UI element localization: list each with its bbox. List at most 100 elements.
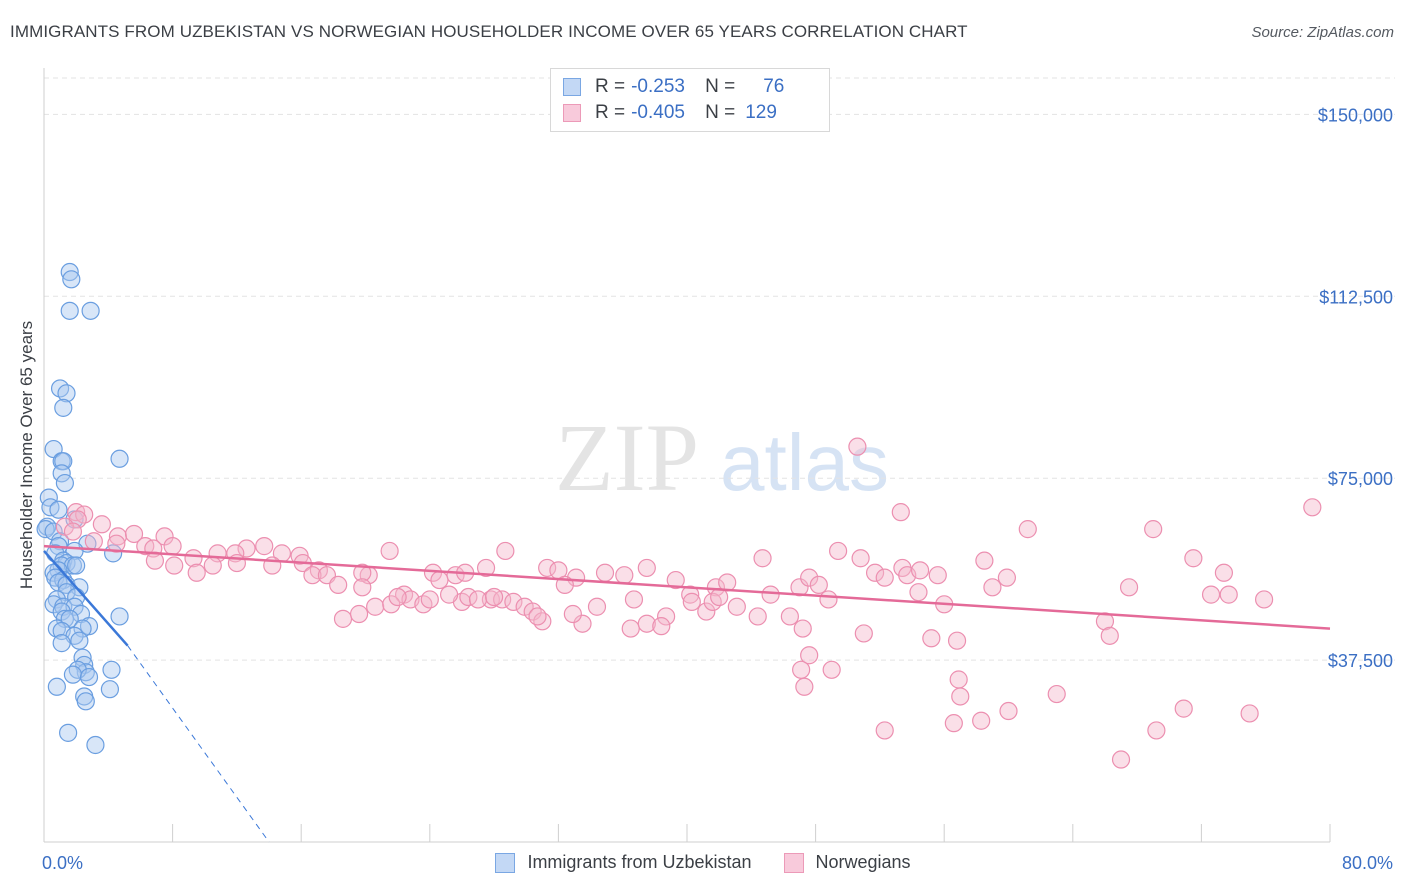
data-point-uzbekistan [70,631,89,650]
data-point-norwegians [1214,563,1234,582]
legend-r-label: R = [595,102,626,123]
data-point-norwegians [947,631,967,650]
data-point-norwegians [795,677,814,696]
y-tick-label: $75,000 [1328,469,1393,489]
data-point-norwegians [203,556,222,575]
data-point-norwegians [566,568,586,587]
watermark-atlas: atlas [720,418,889,507]
data-point-norwegians [792,660,811,679]
data-point-norwegians [891,503,910,522]
data-point-norwegians [666,570,685,590]
data-point-norwegians [349,604,369,624]
data-point-norwegians [1201,585,1221,604]
data-point-uzbekistan [110,449,129,468]
data-point-norwegians [1147,721,1166,740]
data-point-norwegians [366,597,385,616]
data-point-norwegians [1018,520,1037,539]
data-point-uzbekistan [67,556,86,575]
data-point-norwegians [1219,585,1238,604]
source-label: Source: ZipAtlas.com [1251,24,1394,41]
legend-swatch-pink [783,852,804,873]
legend-n-label: N = [705,102,736,123]
data-point-uzbekistan [110,607,129,626]
data-point-norwegians [865,563,885,582]
data-point-norwegians [468,590,488,609]
data-point-uzbekistan [57,384,76,403]
data-point-norwegians [528,607,547,626]
data-point-uzbekistan [60,262,79,282]
legend-swatch-blue [563,78,581,96]
data-point-norwegians [420,590,439,609]
data-point-uzbekistan [47,677,66,696]
data-point-uzbekistan [52,464,71,483]
data-point-norwegians [124,524,144,544]
axes [43,68,1331,843]
legend-item-uzbekistan: Immigrants from Uzbekistan [495,852,752,873]
data-point-norwegians [800,646,819,665]
data-point-norwegians [780,607,799,626]
data-point-norwegians [615,566,634,585]
legend-r-value: -0.253 [631,76,685,97]
data-point-norwegians [851,549,870,568]
data-point-norwegians [657,607,676,626]
data-point-norwegians [972,711,991,730]
data-point-norwegians [439,585,459,604]
data-point-norwegians [496,541,515,561]
data-point-norwegians [380,541,399,561]
data-point-norwegians [587,597,607,616]
x-tick-labels: 0.0% 80.0% [42,853,1393,873]
data-point-uzbekistan [55,473,74,493]
data-point-norwegians [928,566,947,585]
data-point-uzbekistan [102,660,121,679]
data-point-norwegians [854,624,873,643]
data-point-norwegians [1111,750,1131,769]
data-point-norwegians [822,660,841,679]
data-point-uzbekistan [81,301,100,320]
series-legend: Immigrants from Uzbekistan Norwegians [0,852,1406,873]
data-point-norwegians [983,578,1002,597]
trend-lines [43,544,1331,843]
data-point-norwegians [652,617,671,636]
legend-swatch-pink [563,104,581,122]
chart-title: IMMIGRANTS FROM UZBEKISTAN VS NORWEGIAN … [10,22,968,41]
data-point-uzbekistan [44,522,63,541]
data-point-norwegians [748,607,767,626]
data-point-norwegians [829,541,848,561]
data-point-norwegians [681,585,700,604]
y-tick-label: $112,500 [1319,287,1393,307]
trend-line-uzbekistan-extension [127,645,270,843]
data-point-norwegians [107,534,126,553]
data-point-uzbekistan [57,583,76,602]
data-point-norwegians [793,619,812,638]
legend-row-uzbekistan: R = -0.253 N = 76 [563,75,784,99]
data-point-norwegians [975,551,994,570]
data-point-norwegians [624,590,644,609]
data-point-norwegians [951,687,970,706]
data-point-norwegians [538,558,557,578]
watermark-zip: ZIP [555,404,699,511]
legend-r-label: R = [595,76,626,97]
data-point-norwegians [997,568,1016,587]
y-tick-label: $150,000 [1318,105,1393,125]
data-point-norwegians [682,592,701,611]
data-point-uzbekistan [59,723,78,742]
data-point-norwegians [819,590,838,609]
data-point-norwegians [761,585,780,604]
data-point-norwegians [875,721,894,740]
y-tick-label: $37,500 [1328,651,1393,671]
data-point-uzbekistan [60,301,79,320]
x-tick-label-max: 80.0% [1342,853,1393,873]
data-point-norwegians [637,558,656,578]
data-point-norwegians [1047,684,1066,704]
data-point-uzbekistan [54,398,73,417]
data-point-norwegians [790,578,809,597]
data-point-uzbekistan [86,735,105,755]
data-point-norwegians [504,592,523,611]
data-point-norwegians [92,515,111,534]
data-point-norwegians [875,568,894,587]
data-point-uzbekistan [73,648,92,667]
data-point-norwegians [1303,498,1322,517]
data-point-norwegians [706,578,726,597]
data-point-uzbekistan [100,680,120,699]
